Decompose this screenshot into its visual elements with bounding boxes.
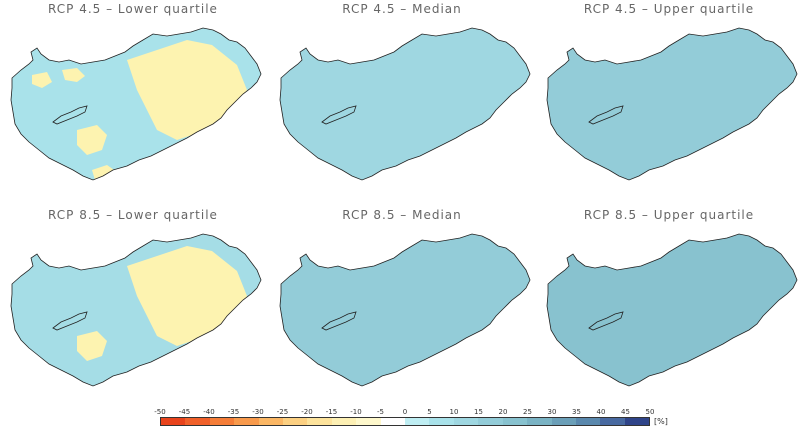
country-border <box>10 27 262 181</box>
country-map <box>546 27 798 181</box>
colorbar-tick-label: -5 <box>377 408 384 416</box>
colorbar-tick-label: 25 <box>523 408 532 416</box>
colorbar-swatch <box>575 418 601 425</box>
colorbar-swatch <box>209 418 235 425</box>
colorbar-tick-label: -40 <box>203 408 215 416</box>
colorbar-tick-label: 15 <box>474 408 483 416</box>
colorbar-swatch <box>600 418 625 425</box>
colorbar-tick-label: 45 <box>621 408 630 416</box>
colorbar-tick-label: 5 <box>427 408 432 416</box>
colorbar-swatch <box>429 418 454 425</box>
colorbar-swatch <box>234 418 259 425</box>
anomaly-patch <box>77 125 107 155</box>
country-fill <box>547 234 797 386</box>
lake-outline <box>588 311 624 331</box>
lake-outline <box>52 105 88 125</box>
colorbar-tick-label: -30 <box>252 408 264 416</box>
colorbar-gradient <box>160 417 650 426</box>
country-fill <box>280 28 530 180</box>
lake-outline <box>321 311 357 331</box>
colorbar-tick-label: -20 <box>301 408 313 416</box>
colorbar-swatch <box>453 418 479 425</box>
anomaly-patch <box>32 72 52 88</box>
colorbar-tick-label: -10 <box>350 408 362 416</box>
colorbar-swatch <box>185 418 210 425</box>
colorbar-tick-label: -15 <box>325 408 338 416</box>
colorbar-swatch <box>551 418 576 425</box>
colorbar-swatch <box>380 418 406 425</box>
lake-outline <box>52 311 88 331</box>
anomaly-patch <box>127 40 247 140</box>
country-border <box>279 27 531 181</box>
map-panel: RCP 8.5 – Upper quartile <box>538 208 800 404</box>
colorbar-tick-label: -25 <box>276 408 289 416</box>
colorbar-tick-label: 10 <box>449 408 459 416</box>
panel-title: RCP 8.5 – Median <box>342 208 462 222</box>
map-panel: RCP 8.5 – Median <box>271 208 533 404</box>
anomaly-patch <box>127 246 247 346</box>
lake-outline <box>588 105 624 125</box>
colorbar: -50 -45 -40 -35 -30 -25 -20 -15 -10 -5 0 5 10 15 20 25 3… <box>154 408 654 428</box>
colorbar-swatch <box>527 418 552 425</box>
anomaly-patch <box>62 68 85 82</box>
colorbar-swatch <box>502 418 528 425</box>
country-map <box>279 233 531 387</box>
colorbar-swatch <box>624 418 650 425</box>
colorbar-unit: [%] <box>654 417 668 426</box>
colorbar-tick-label: 35 <box>572 408 581 416</box>
panel-title: RCP 8.5 – Upper quartile <box>583 208 755 222</box>
panel-title: RCP 4.5 – Median <box>342 2 462 16</box>
colorbar-tick-label: 30 <box>547 408 557 416</box>
colorbar-swatch <box>331 418 357 425</box>
map-panel: RCP 4.5 – Median <box>271 2 533 198</box>
lake-outline <box>321 105 357 125</box>
country-fill <box>280 234 530 386</box>
map-panel: RCP 8.5 – Lower quartile <box>2 208 264 404</box>
map-panel: RCP 4.5 – Upper quartile <box>538 2 800 198</box>
colorbar-swatch <box>161 418 186 425</box>
country-map <box>10 233 262 387</box>
colorbar-swatch <box>478 418 503 425</box>
anomaly-patch <box>77 331 107 361</box>
colorbar-tick-label: -35 <box>227 408 240 416</box>
colorbar-swatch <box>356 418 381 425</box>
colorbar-tick-label: 20 <box>498 408 508 416</box>
panel-title: RCP 4.5 – Lower quartile <box>48 2 218 16</box>
country-border <box>546 27 798 181</box>
colorbar-swatch <box>307 418 332 425</box>
colorbar-tick-label: -50 <box>154 408 166 416</box>
colorbar-swatch <box>405 418 430 425</box>
country-map <box>546 233 798 387</box>
colorbar-tick-label: 50 <box>645 408 655 416</box>
country-map <box>10 27 262 181</box>
colorbar-tick-label: 40 <box>596 408 606 416</box>
colorbar-swatch <box>258 418 284 425</box>
colorbar-tick-label: -45 <box>178 408 191 416</box>
country-border <box>546 233 798 387</box>
colorbar-tick-label: 0 <box>402 408 408 416</box>
panel-title: RCP 8.5 – Lower quartile <box>48 208 218 222</box>
country-border <box>279 233 531 387</box>
map-panel: RCP 4.5 – Lower quartile <box>2 2 264 198</box>
country-border <box>10 233 262 387</box>
country-map <box>279 27 531 181</box>
country-fill <box>547 28 797 180</box>
panel-title: RCP 4.5 – Upper quartile <box>583 2 755 16</box>
colorbar-swatch <box>283 418 308 425</box>
